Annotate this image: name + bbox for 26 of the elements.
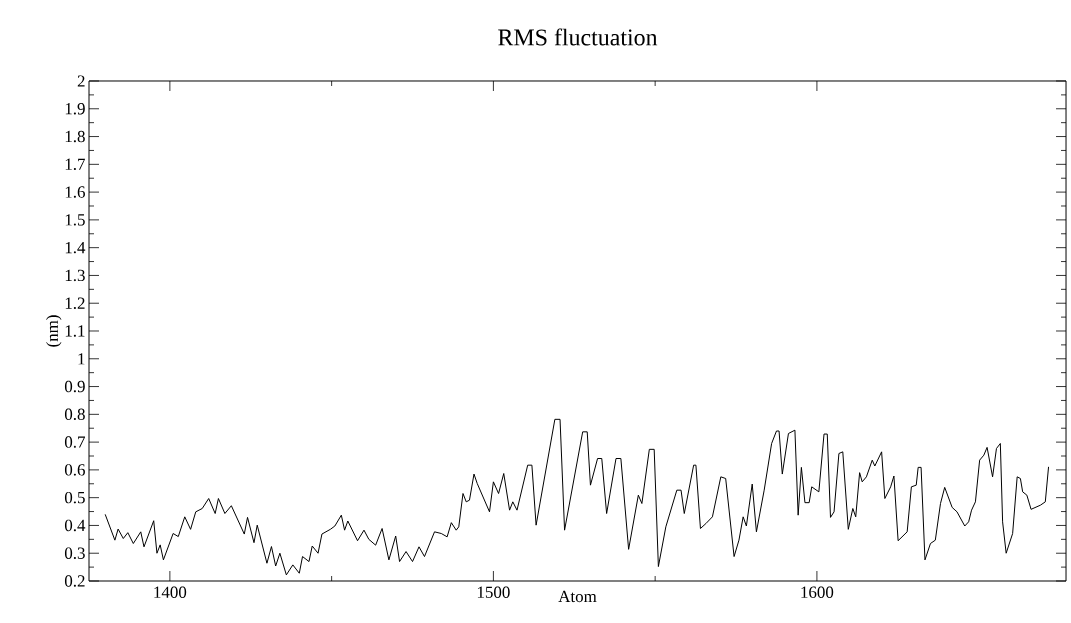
y-tick-label: 1.5 xyxy=(65,214,85,226)
y-tick-label: 1.6 xyxy=(65,186,85,198)
y-tick-label: 1.8 xyxy=(65,130,85,143)
y-axis-title: (nm) xyxy=(46,315,62,347)
y-tick-label: 0.7 xyxy=(64,436,85,448)
chart-title: RMS fluctuation xyxy=(498,28,658,46)
line-series xyxy=(104,418,1050,576)
y-tick-label: 0.2 xyxy=(64,575,85,587)
y-tick-label: 1.1 xyxy=(65,325,85,337)
y-tick-label: 0.8 xyxy=(64,408,85,421)
y-tick-label: 1.3 xyxy=(65,269,85,282)
y-tick-label: 1.4 xyxy=(65,241,86,254)
y-tick-label: 1.2 xyxy=(65,297,85,309)
x-tick-label: 1500 xyxy=(477,586,510,598)
y-tick-label: 1 xyxy=(78,353,85,365)
x-tick-label: 1400 xyxy=(154,586,187,598)
y-tick-label: 1.7 xyxy=(65,158,85,171)
y-tick-label: 0.5 xyxy=(64,491,85,504)
x-axis-title: Atom xyxy=(558,590,597,603)
y-tick-label: 0.4 xyxy=(64,519,86,532)
y-tick-label: 1.9 xyxy=(65,103,85,115)
x-tick-label: 1600 xyxy=(801,586,834,598)
y-tick-label: 2 xyxy=(77,75,85,87)
y-tick-label: 0.3 xyxy=(64,547,85,559)
y-tick-label: 0.6 xyxy=(64,464,85,476)
y-tick-label: 0.9 xyxy=(64,380,85,393)
